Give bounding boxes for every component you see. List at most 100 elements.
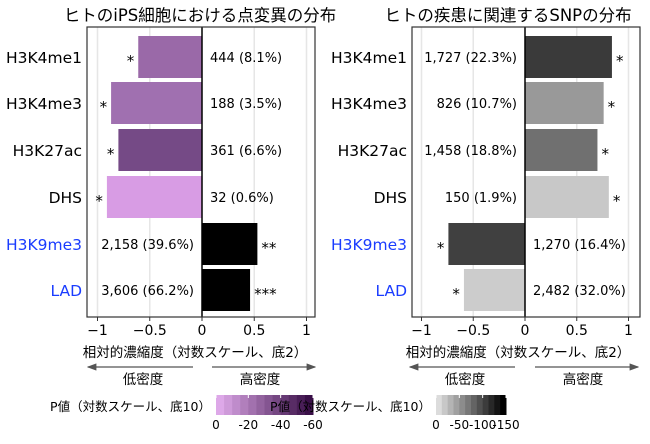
colorbar-swatch: [264, 395, 274, 415]
count-label: 2,482 (32.0%): [533, 284, 626, 299]
category-label: H3K4me1: [331, 49, 407, 67]
colorbar-tick-label: -100: [469, 418, 496, 432]
bar-h3k27ac: [525, 129, 598, 171]
colorbar-swatch: [224, 395, 233, 415]
count-label: 1,458 (18.8%): [424, 144, 517, 159]
plot-frame: [411, 26, 641, 318]
count-label: 361 (6.6%): [210, 144, 282, 159]
colorbar-swatch: [453, 395, 460, 415]
colorbar-swatch: [459, 395, 466, 415]
bar-dhs: [106, 176, 202, 218]
colorbar-tick-label: 0: [432, 418, 440, 432]
category-label: H3K27ac: [13, 142, 82, 160]
colorbar-swatch: [232, 395, 241, 415]
significance-label: *: [127, 52, 135, 70]
bar-h3k9me3: [448, 223, 525, 265]
colorbar-swatch: [288, 395, 298, 415]
count-label: 3,606 (66.2%): [101, 284, 194, 299]
chart-title: ヒトの疾患に関連するSNPの分布: [384, 6, 631, 25]
colorbar-tick-label: -20: [239, 418, 259, 432]
x-tick-label: 1: [624, 323, 633, 339]
bar-h3k4me1: [138, 36, 202, 78]
colorbar-swatch: [296, 395, 306, 415]
count-label: 826 (10.7%): [437, 97, 517, 112]
colorbar-swatch: [272, 395, 282, 415]
count-label: 150 (1.9%): [445, 191, 517, 206]
colorbar-swatch: [256, 395, 265, 415]
colorbar-tick-label: -40: [271, 418, 291, 432]
colorbar-swatch: [471, 395, 478, 415]
colorbar-tick-label: 0: [212, 418, 220, 432]
high-density-label: 高密度: [563, 371, 604, 388]
x-tick-label: −1: [87, 323, 108, 339]
colorbar-swatch: [441, 395, 449, 415]
colorbar-swatch: [494, 395, 501, 415]
low-density-label: 低密度: [445, 371, 486, 388]
significance-label: *: [107, 145, 115, 163]
significance-label: *: [95, 192, 103, 210]
colorbar-swatch: [488, 395, 495, 415]
colorbar-swatch: [304, 395, 314, 415]
colorbar-swatch: [482, 395, 489, 415]
count-label: 188 (3.5%): [210, 97, 282, 112]
high-density-label: 高密度: [240, 371, 281, 388]
low-density-label: 低密度: [123, 371, 164, 388]
x-tick-label: 0: [198, 323, 207, 339]
bar-dhs: [525, 176, 609, 218]
colorbar-title: P値（対数スケール、底10）: [50, 399, 211, 414]
count-label: 32 (0.6%): [210, 191, 274, 206]
chart-title: ヒトのiPS細胞における点変異の分布: [64, 6, 337, 25]
bar-h3k4me1: [525, 36, 612, 78]
x-tick-label: −1: [411, 323, 432, 339]
bar-h3k27ac: [118, 129, 202, 171]
count-label: 1,727 (22.3%): [424, 51, 517, 66]
category-label: DHS: [49, 189, 82, 207]
colorbar-swatch: [447, 395, 454, 415]
plot-frame: [86, 26, 316, 318]
colorbar-swatch: [500, 395, 507, 415]
count-label: 2,158 (39.6%): [101, 238, 194, 253]
significance-label: *: [608, 98, 616, 116]
x-tick-label: 1: [302, 323, 311, 339]
colorbar-tick-label: -60: [303, 418, 323, 432]
bar-h3k4me3: [525, 82, 604, 124]
category-label: DHS: [374, 189, 407, 207]
colorbar-swatch: [280, 395, 290, 415]
significance-label: *: [452, 285, 460, 303]
x-tick-label: 0.5: [243, 323, 265, 339]
colorbar-swatch: [436, 395, 443, 415]
x-tick-label: −0.5: [133, 323, 167, 339]
bar-h3k9me3: [202, 223, 258, 265]
colorbar-title: P値（対数スケール、底10）: [270, 399, 431, 414]
bar-h3k4me3: [111, 82, 202, 124]
significance-label: *: [100, 98, 108, 116]
bar-lad: [463, 269, 525, 311]
colorbar-tick-label: -150: [492, 418, 519, 432]
colorbar-swatch: [248, 395, 257, 415]
panel-ips-mutations: ヒトのiPS細胞における点変異の分布 * 444 (8.1%) H3K4me1 * 188…: [6, 6, 336, 432]
x-axis-label: 相対的濃縮度（対数スケール、底2）: [406, 345, 631, 361]
significance-label: ***: [254, 285, 277, 303]
x-tick-label: −0.5: [456, 323, 490, 339]
significance-label: *: [613, 192, 621, 210]
significance-label: *: [601, 145, 609, 163]
colorbar-swatch: [216, 395, 225, 415]
category-label: H3K9me3: [331, 236, 407, 254]
colorbar-swatch: [240, 395, 249, 415]
x-tick-label: 0: [521, 323, 530, 339]
colorbar-tick-label: -50: [450, 418, 470, 432]
count-label: 444 (8.1%): [210, 51, 282, 66]
panel-disease-snps: ヒトの疾患に関連するSNPの分布 * 1,727 (22.3%) H3K4me1 * 82…: [270, 6, 641, 432]
x-tick-label: 0.5: [566, 323, 588, 339]
colorbar-swatch: [476, 395, 484, 415]
count-label: 1,270 (16.4%): [533, 238, 626, 253]
significance-label: *: [437, 239, 445, 257]
category-label: H3K27ac: [338, 142, 407, 160]
category-label: H3K4me1: [6, 49, 82, 67]
colorbar-swatch: [465, 395, 472, 415]
significance-label: **: [261, 239, 277, 257]
category-label: H3K9me3: [6, 236, 82, 254]
category-label: LAD: [375, 282, 407, 300]
bar-lad: [202, 269, 251, 311]
